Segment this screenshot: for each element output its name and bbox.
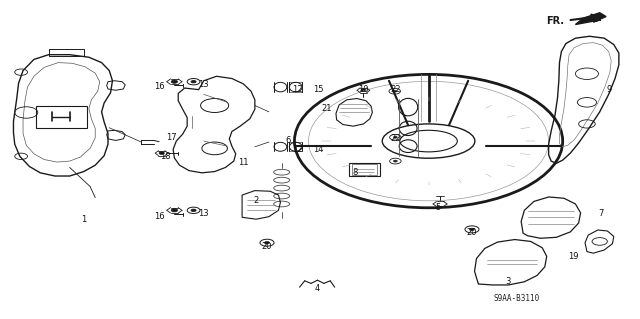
Text: 18: 18 [160, 152, 171, 161]
Text: 6: 6 [285, 136, 291, 145]
Text: 16: 16 [154, 212, 164, 221]
Text: 7: 7 [598, 209, 604, 218]
Text: 2: 2 [253, 196, 259, 205]
Bar [349, 163, 380, 176]
Text: 10: 10 [358, 85, 369, 94]
Text: 13: 13 [198, 80, 209, 89]
Text: 11: 11 [238, 158, 248, 167]
Text: 12: 12 [292, 145, 303, 154]
Text: 1: 1 [81, 215, 86, 224]
Text: FR.: FR. [547, 16, 564, 26]
Text: 13: 13 [198, 209, 209, 218]
Bar [49, 49, 84, 56]
Bar [36, 106, 87, 128]
Text: 4: 4 [314, 284, 319, 293]
Text: 9: 9 [606, 85, 611, 94]
Text: 8: 8 [353, 168, 358, 177]
Text: 16: 16 [154, 82, 164, 91]
Circle shape [191, 80, 196, 83]
Text: 22: 22 [390, 134, 401, 143]
Circle shape [191, 209, 196, 211]
Text: 20: 20 [262, 242, 272, 251]
Text: S9AA-B3110: S9AA-B3110 [493, 294, 540, 303]
Text: 15: 15 [313, 85, 323, 94]
Circle shape [393, 90, 397, 92]
Circle shape [469, 228, 474, 231]
Text: 19: 19 [568, 252, 578, 261]
Text: 14: 14 [313, 145, 323, 154]
Polygon shape [575, 13, 606, 25]
Text: 5: 5 [435, 203, 441, 211]
Text: 22: 22 [390, 85, 401, 94]
Circle shape [361, 89, 366, 92]
Bar [352, 164, 378, 175]
Circle shape [394, 160, 397, 162]
Text: 17: 17 [166, 133, 177, 142]
Circle shape [172, 209, 177, 212]
Text: 21: 21 [321, 104, 332, 113]
Text: 20: 20 [467, 228, 477, 237]
Circle shape [394, 136, 397, 138]
Text: 12: 12 [292, 85, 303, 94]
Text: 3: 3 [506, 277, 511, 286]
Circle shape [159, 152, 164, 154]
Circle shape [172, 80, 177, 83]
Circle shape [264, 241, 269, 244]
